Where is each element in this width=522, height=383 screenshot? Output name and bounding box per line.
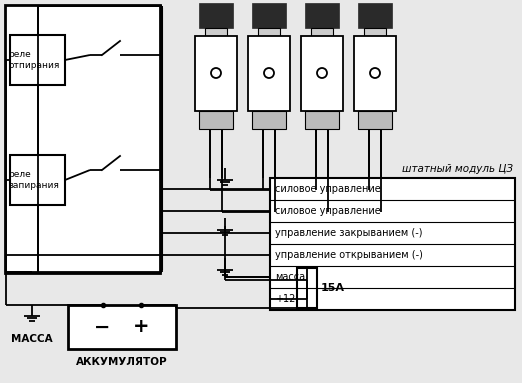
- Bar: [305, 3, 339, 28]
- Text: 15А: 15А: [321, 283, 345, 293]
- Bar: [205, 28, 227, 36]
- Text: силовое управление: силовое управление: [275, 206, 381, 216]
- Bar: [68, 305, 176, 349]
- Text: силовое управление: силовое управление: [275, 184, 381, 194]
- Text: управление открыванием (-): управление открыванием (-): [275, 250, 423, 260]
- Bar: [199, 3, 233, 28]
- Text: управление закрыванием (-): управление закрыванием (-): [275, 228, 422, 238]
- Bar: [270, 178, 515, 310]
- Bar: [199, 111, 233, 129]
- Bar: [10, 35, 65, 85]
- Text: реле
отпирания: реле отпирания: [8, 50, 60, 70]
- Bar: [311, 28, 333, 36]
- Bar: [5, 5, 160, 273]
- Text: −: −: [94, 318, 111, 337]
- Bar: [195, 36, 237, 111]
- Text: МАССА: МАССА: [11, 334, 53, 344]
- Bar: [252, 111, 286, 129]
- Bar: [248, 36, 290, 111]
- Bar: [358, 3, 392, 28]
- Text: штатный модуль ЦЗ: штатный модуль ЦЗ: [402, 164, 513, 174]
- Bar: [354, 36, 396, 111]
- Text: +12: +12: [275, 294, 295, 304]
- Bar: [301, 36, 343, 111]
- Text: реле
запирания: реле запирания: [8, 170, 59, 190]
- Bar: [358, 111, 392, 129]
- Bar: [305, 111, 339, 129]
- Bar: [364, 28, 386, 36]
- Text: +: +: [133, 318, 150, 337]
- Bar: [297, 268, 317, 308]
- Bar: [252, 3, 286, 28]
- Text: масса: масса: [275, 272, 305, 282]
- Bar: [10, 155, 65, 205]
- Text: АККУМУЛЯТОР: АККУМУЛЯТОР: [76, 357, 168, 367]
- Bar: [258, 28, 280, 36]
